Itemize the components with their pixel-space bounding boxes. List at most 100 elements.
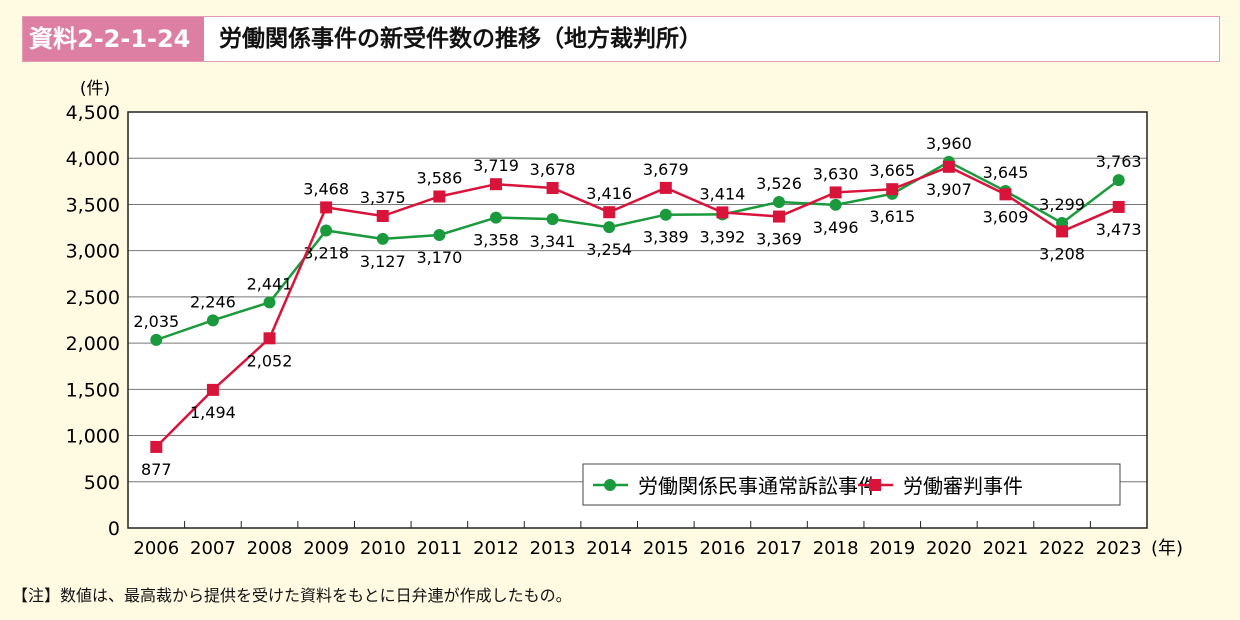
x-tick-label: 2017 [756,538,802,559]
data-point [829,198,842,211]
legend-label: 労働関係民事通常訴訟事件 [638,474,878,498]
data-point [1112,200,1125,213]
figure-number: 資料2-2-1-24 [23,17,204,61]
data-label: 3,254 [586,240,632,259]
data-label: 3,358 [473,231,519,250]
x-tick-label: 2019 [869,538,915,559]
y-tick-label: 4,000 [66,148,120,170]
data-point [150,333,163,346]
legend-label: 労働審判事件 [903,474,1023,498]
data-label: 3,170 [416,248,462,267]
x-axis-unit: (年) [1151,538,1183,559]
legend-square-icon [869,479,881,491]
data-label: 2,246 [190,292,236,311]
data-label: 3,299 [1039,195,1085,214]
x-tick-label: 2012 [473,538,519,559]
data-label: 3,609 [983,207,1029,226]
footnote: 【注】数値は、最高裁から提供を受けた資料をもとに日弁連が作成したもの。 [12,586,572,605]
data-point [206,314,219,327]
data-label: 3,473 [1096,220,1142,239]
x-tick-label: 2020 [926,538,972,559]
y-tick-label: 1,000 [66,426,120,448]
data-point [376,210,389,222]
x-tick-label: 2022 [1039,538,1085,559]
data-point [829,186,842,199]
x-tick-label: 2016 [700,538,746,559]
x-tick-label: 2010 [360,538,406,559]
data-point [489,178,502,191]
data-label: 3,468 [303,179,349,198]
x-tick-label: 2009 [303,538,349,559]
data-label: 3,679 [643,160,689,179]
y-tick-label: 3,000 [66,241,120,263]
chart-header: 資料2-2-1-24 労働関係事件の新受件数の推移（地方裁判所） [22,16,1220,62]
y-tick-label: 1,500 [66,379,120,401]
data-point [1112,174,1125,187]
data-label: 3,960 [926,134,972,153]
data-point [603,221,616,234]
data-point [433,228,446,241]
data-label: 3,127 [360,252,406,271]
data-label: 3,389 [643,228,689,247]
series-line [155,165,1120,448]
data-point [773,196,786,209]
y-tick-label: 2,500 [66,287,120,309]
y-tick-label: 2,000 [66,333,120,355]
legend [582,463,1121,506]
x-tick-label: 2006 [133,538,179,559]
data-label: 3,615 [869,207,915,226]
data-label: 3,341 [530,232,576,251]
data-point [999,188,1012,201]
data-label: 3,526 [756,174,802,193]
data-point [1056,225,1069,238]
chart-title: 労働関係事件の新受件数の推移（地方裁判所） [219,26,702,52]
data-point [376,232,389,245]
data-label: 3,719 [473,156,519,175]
data-label: 3,763 [1096,152,1142,171]
legend-circle-icon [604,479,616,491]
data-point [886,183,899,196]
data-label: 2,035 [133,312,179,331]
data-point [150,440,163,453]
series-line [155,160,1120,342]
data-label: 3,630 [813,164,859,183]
x-tick-label: 2021 [983,538,1029,559]
data-point [659,208,672,221]
data-point [603,206,616,219]
x-tick-label: 2015 [643,538,689,559]
data-label: 3,416 [586,184,632,203]
data-label: 3,586 [416,168,462,187]
data-point [489,211,502,224]
data-label: 3,369 [756,230,802,249]
data-point [206,383,219,396]
data-point [320,201,333,214]
x-tick-label: 2014 [586,538,632,559]
x-tick-label: 2023 [1096,538,1142,559]
data-point [433,190,446,203]
data-label: 3,645 [983,163,1029,182]
y-axis-unit: (件) [80,79,110,99]
data-point [942,160,955,173]
data-point [263,332,276,345]
data-label: 2,052 [247,351,293,370]
data-label: 3,208 [1039,244,1085,263]
data-label: 3,496 [813,218,859,237]
y-tick-label: 4,500 [66,102,120,124]
data-label: 3,665 [869,161,915,180]
data-label: 1,494 [190,403,236,422]
data-label: 2,441 [247,274,293,293]
data-point [546,213,559,226]
data-point [546,181,559,194]
data-point [320,224,333,237]
data-label: 3,218 [303,244,349,263]
x-tick-label: 2007 [190,538,236,559]
data-label: 3,392 [700,227,746,246]
data-label: 877 [141,460,172,479]
data-point [773,210,786,223]
x-tick-label: 2018 [813,538,859,559]
data-label: 3,907 [926,180,972,199]
data-point [659,181,672,194]
data-point [263,296,276,309]
data-label: 3,678 [530,160,576,179]
